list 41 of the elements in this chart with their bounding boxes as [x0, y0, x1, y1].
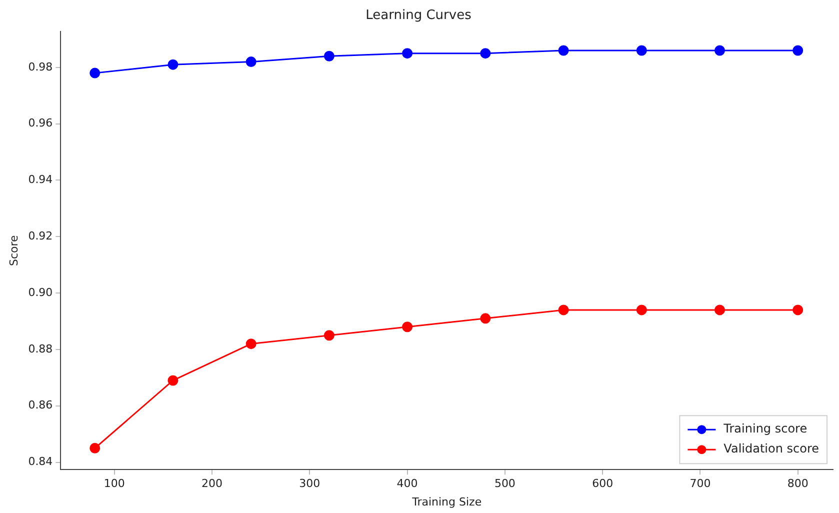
point: [714, 304, 725, 316]
point: [324, 50, 334, 62]
y-tick-label: 0.84: [28, 455, 53, 468]
point: [90, 442, 100, 454]
point: [246, 56, 256, 68]
y-tick-label: 0.90: [28, 286, 53, 299]
x-axis-title: Training Size: [411, 495, 482, 508]
x-tick-label: 500: [494, 477, 516, 490]
x-tick-label: 600: [592, 477, 614, 490]
point: [792, 304, 804, 316]
y-axis-title: Score: [7, 234, 20, 266]
point: [402, 322, 413, 332]
point: [480, 313, 491, 324]
point: [558, 304, 569, 316]
x-tick-label: 700: [690, 477, 711, 490]
legend-label: Training score: [722, 422, 808, 436]
x-tick-label: 100: [104, 477, 125, 490]
x-tick-label: 300: [299, 477, 320, 490]
x-tick-label: 800: [787, 477, 808, 490]
x-tick-label: 200: [202, 477, 223, 490]
point: [636, 304, 647, 316]
point: [168, 375, 178, 386]
y-tick-label: 0.86: [28, 398, 53, 412]
point: [714, 45, 725, 56]
point: [402, 48, 413, 59]
point: [168, 59, 178, 70]
y-tick-label: 0.96: [28, 116, 53, 130]
y-tick-label: 0.88: [28, 342, 53, 356]
point: [636, 45, 647, 56]
point: [246, 338, 256, 350]
y-tick-label: 0.94: [28, 173, 53, 186]
point: [792, 45, 804, 56]
point: [324, 330, 334, 341]
point: [480, 48, 491, 59]
point: [558, 45, 569, 56]
y-tick-label: 0.98: [28, 60, 53, 74]
legend-label: Validation score: [724, 442, 820, 456]
x-tick-label: 400: [396, 477, 418, 490]
point: [90, 68, 100, 78]
y-tick-label: 0.92: [28, 230, 53, 242]
chart-title: Learning Curves: [366, 8, 472, 24]
